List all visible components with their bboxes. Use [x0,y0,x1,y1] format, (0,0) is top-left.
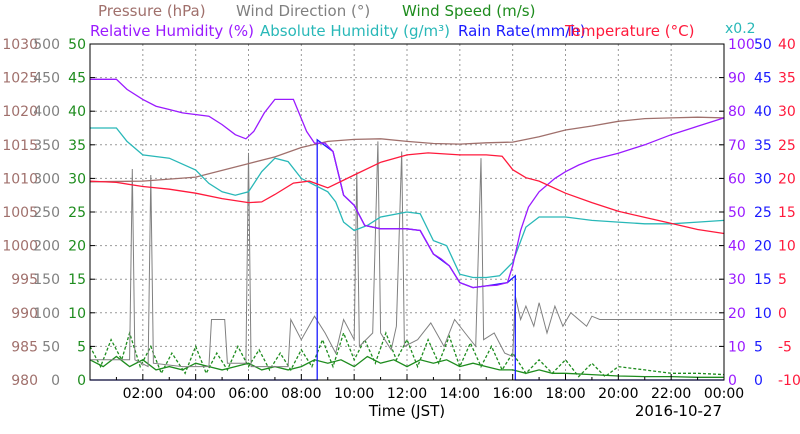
y-tick-label-wind-direction: 400 [33,104,60,120]
legend-rain-scale-note: x0.2 [725,21,756,37]
y-tick-label-pressure: 1030 [2,37,38,53]
y-tick-label-rain-rate: 20 [754,239,772,255]
y-tick-label-wind-speed: 0 [77,373,86,389]
y-tick-label-relative-humidity: 40 [728,239,746,255]
y-tick-label-wind-speed: 45 [68,71,86,87]
y-tick-label-pressure: 980 [11,373,38,389]
y-tick-label-pressure: 1005 [2,205,38,221]
y-tick-label-wind-speed: 15 [68,272,86,288]
y-tick-label-pressure: 1010 [2,171,38,187]
y-tick-label-wind-direction: 200 [33,239,60,255]
y-axes: 1030102510201015101010051000995990985980… [2,37,800,389]
y-tick-label-rain-rate: 10 [754,306,772,322]
y-tick-label-relative-humidity: 50 [728,205,746,221]
y-tick-label-wind-direction: 150 [33,272,60,288]
y-tick-label-relative-humidity: 10 [728,339,746,355]
x-tick-label: 16:00 [492,386,532,402]
y-tick-label-relative-humidity: 30 [728,272,746,288]
y-tick-label-temperature: 0 [778,306,787,322]
y-tick-label-pressure: 985 [11,339,38,355]
y-tick-label-temperature: -5 [778,339,792,355]
x-axis-label: Time (JST) [368,402,445,420]
y-tick-label-rain-rate: 50 [754,37,772,53]
y-tick-label-wind-direction: 500 [33,37,60,53]
y-tick-label-rain-rate: 45 [754,71,772,87]
y-tick-label-temperature: 25 [778,138,796,154]
series-relative-humidity [90,78,725,289]
y-tick-label-relative-humidity: 90 [728,71,746,87]
y-tick-label-wind-speed: 10 [68,306,86,322]
y-tick-label-wind-speed: 30 [68,171,86,187]
series-pressure [89,116,725,183]
y-tick-label-wind-speed: 50 [68,37,86,53]
y-tick-label-pressure: 1000 [2,239,38,255]
x-tick-label: 10:00 [334,386,374,402]
y-tick-label-relative-humidity: 100 [728,37,755,53]
chart-date: 2016-10-27 [635,402,722,420]
y-tick-label-rain-rate: 5 [754,339,763,355]
y-tick-label-pressure: 1025 [2,71,38,87]
legend-wind-direction: Wind Direction (°) [236,2,370,20]
x-tick-label: 04:00 [175,386,215,402]
y-tick-label-wind-direction: 100 [33,306,60,322]
y-tick-label-wind-speed: 20 [68,239,86,255]
y-tick-label-temperature: 40 [778,37,796,53]
y-tick-label-rain-rate: 40 [754,104,772,120]
grid [90,44,724,380]
series-wind-direction [90,141,724,368]
y-tick-label-temperature: 20 [778,171,796,187]
x-axis: 02:00 04:00 06:00 08:00 10:00 12:00 14:00 16:00… [89,374,744,402]
series-wind-gust [89,330,725,378]
x-tick-label: 20:00 [598,386,638,402]
y-tick-label-relative-humidity: 20 [728,306,746,322]
legend-temperature: Temperature (°C) [564,22,694,40]
y-tick-label-wind-direction: 300 [33,171,60,187]
y-tick-label-temperature: 35 [778,71,796,87]
x-tick-label: 00:00 [704,386,744,402]
legend-rain-rate: Rain Rate(mm/h) [458,22,586,40]
y-tick-label-wind-direction: 0 [51,373,60,389]
y-tick-label-temperature: 30 [778,104,796,120]
y-tick-label-wind-speed: 5 [77,339,86,355]
y-tick-label-rain-rate: 30 [754,171,772,187]
y-tick-label-rain-rate: 0 [754,373,763,389]
y-tick-label-pressure: 995 [11,272,38,288]
legend-relative-humidity: Relative Humidity (%) [90,22,254,40]
y-tick-label-temperature: -10 [778,373,800,389]
y-tick-label-temperature: 15 [778,205,796,221]
series-layer [89,78,725,381]
x-tick-label: 22:00 [651,386,691,402]
y-tick-label-wind-direction: 450 [33,71,60,87]
y-tick-label-wind-speed: 40 [68,104,86,120]
y-tick-label-relative-humidity: 0 [728,373,737,389]
y-tick-label-rain-rate: 35 [754,138,772,154]
legend-pressure: Pressure (hPa) [98,2,206,20]
x-tick-label: 06:00 [228,386,268,402]
x-tick-label: 02:00 [123,386,163,402]
x-tick-label: 12:00 [387,386,427,402]
series-temperature [89,152,725,235]
legend-absolute-humidity: Absolute Humidity (g/m³) [260,22,450,40]
y-tick-label-rain-rate: 25 [754,205,772,221]
y-tick-label-relative-humidity: 80 [728,104,746,120]
y-tick-label-pressure: 1015 [2,138,38,154]
legend-wind-speed: Wind Speed (m/s) [402,2,535,20]
y-tick-label-wind-speed: 35 [68,138,86,154]
y-tick-label-wind-direction: 50 [42,339,60,355]
series-wind-speed [89,355,724,378]
y-tick-label-relative-humidity: 70 [728,138,746,154]
y-tick-label-pressure: 1020 [2,104,38,120]
y-tick-label-pressure: 990 [11,306,38,322]
y-tick-label-rain-rate: 15 [754,272,772,288]
y-tick-label-temperature: 5 [778,272,787,288]
y-tick-label-relative-humidity: 60 [728,171,746,187]
y-tick-label-wind-direction: 250 [33,205,60,221]
x-tick-label: 08:00 [281,386,321,402]
x-tick-label: 18:00 [545,386,585,402]
y-tick-label-wind-direction: 350 [33,138,60,154]
y-tick-label-temperature: 10 [778,239,796,255]
x-tick-label: 14:00 [440,386,480,402]
y-tick-label-wind-speed: 25 [68,205,86,221]
